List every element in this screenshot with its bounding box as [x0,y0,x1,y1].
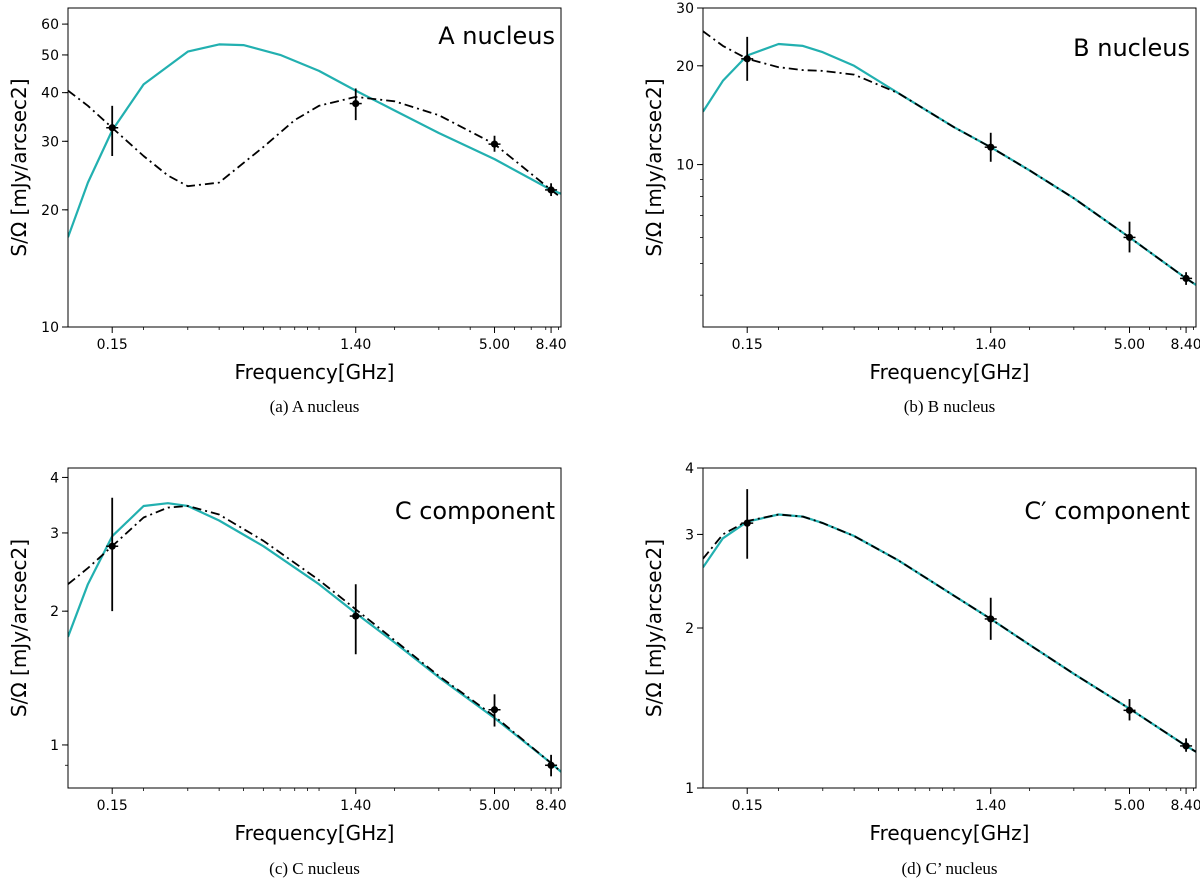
y-tick-label: 1 [685,781,694,797]
data-marker [490,140,499,148]
y-axis-title: S/Ω [mJy/arcsec2] [7,539,31,717]
data-marker [743,55,751,63]
series-line-model-solid [68,43,561,238]
chart-panel-2: 0.15 1.40 5.00 8.40 10 20 30 Frequency[GHz] S/Ω … [642,1,1200,416]
data-point [488,135,501,152]
series-line-model-dashdot [68,505,561,773]
data-point [984,597,997,640]
x-tick-label: 0.15 [97,337,128,353]
series-line-model-solid [703,513,1196,753]
x-tick-label: 5.00 [479,337,510,353]
chart-panel-4: 0.15 1.40 5.00 8.40 1 2 3 4 Frequency[GHz] S/Ω [m… [642,461,1200,878]
panel-label: C′ component [1024,497,1190,525]
panel-caption: (a) A nucleus [270,397,360,416]
data-marker [987,615,995,623]
y-tick-label: 1 [50,738,59,754]
y-axis-title: S/Ω [mJy/arcsec2] [642,78,666,256]
data-marker [743,519,751,527]
y-tick-label: 3 [685,527,694,543]
panel-label: A nucleus [438,22,555,50]
data-point [545,183,558,197]
panel-caption: (b) B nucleus [904,397,996,416]
data-marker [490,706,499,714]
x-tick-label: 0.15 [97,798,128,814]
x-tick-label: 5.00 [479,798,510,814]
y-tick-label: 10 [41,320,59,336]
data-point [1180,272,1193,285]
y-axis-title: S/Ω [mJy/arcsec2] [642,539,666,717]
series-line-model-solid [703,42,1196,286]
data-point [1123,221,1136,253]
data-marker [987,143,995,151]
panel-caption: (c) C nucleus [269,859,360,878]
x-tick-label: 8.40 [535,337,566,353]
chart-panel-1: 0.15 1.40 5.00 8.40 10 20 30 40 50 60 Frequency[GH… [7,7,567,416]
x-tick-label: 1.40 [975,337,1006,353]
data-point [984,132,997,162]
y-tick-label: 30 [676,1,694,17]
data-marker [547,186,555,194]
x-tick-label: 5.00 [1114,798,1145,814]
x-axis-title: Frequency[GHz] [870,360,1030,384]
series-line-model-dashdot [68,89,561,199]
y-tick-label: 20 [676,59,694,75]
x-tick-label: 8.40 [535,798,566,814]
data-point [545,754,558,777]
data-marker [108,124,116,132]
data-point [106,105,119,156]
x-tick-label: 5.00 [1114,337,1145,353]
data-marker [1182,742,1190,750]
panel-caption: (d) C’ nucleus [902,859,998,878]
x-axis-title: Frequency[GHz] [235,360,395,384]
x-axis-title: Frequency[GHz] [870,821,1030,845]
series-line-model-solid [68,502,561,773]
data-marker [352,99,360,108]
data-marker [1125,233,1134,242]
y-tick-label: 4 [50,470,59,486]
y-tick-label: 3 [50,526,59,542]
y-tick-label: 30 [41,134,59,150]
data-point [106,497,119,612]
x-tick-label: 1.40 [340,798,371,814]
data-point [349,584,362,655]
x-tick-label: 0.15 [732,798,763,814]
x-axis-title: Frequency[GHz] [235,821,395,845]
y-tick-label: 50 [41,48,59,64]
data-marker [1125,706,1134,714]
panel-label: B nucleus [1073,34,1190,62]
y-tick-label: 10 [676,158,694,174]
data-point [1180,738,1193,752]
axes-frame [67,467,562,789]
series-line-model-dashdot [703,30,1196,286]
x-tick-label: 8.40 [1170,798,1200,814]
data-marker [108,542,116,550]
x-tick-label: 8.40 [1170,337,1200,353]
data-point [741,36,754,81]
data-point [488,694,501,727]
data-point [1123,699,1136,721]
series-line-model-dashdot [703,513,1196,753]
y-tick-label: 4 [685,461,694,477]
chart-panel-3: 0.15 1.40 5.00 8.40 1 2 3 4 Frequency[GHz] S/Ω [m… [7,467,567,878]
data-marker [1182,274,1190,283]
panel-label: C component [395,497,555,525]
x-tick-label: 1.40 [975,798,1006,814]
data-marker [547,761,555,769]
y-tick-label: 2 [50,604,59,620]
x-tick-label: 0.15 [732,337,763,353]
y-tick-label: 20 [41,203,59,219]
x-tick-label: 1.40 [340,337,371,353]
y-tick-label: 60 [41,17,59,33]
axes-frame [67,7,562,328]
y-axis-title: S/Ω [mJy/arcsec2] [7,78,31,256]
data-marker [352,612,360,620]
axes-frame [702,7,1197,328]
y-tick-label: 40 [41,86,59,102]
data-point [741,489,754,559]
y-tick-label: 2 [685,621,694,637]
data-point [349,88,362,121]
